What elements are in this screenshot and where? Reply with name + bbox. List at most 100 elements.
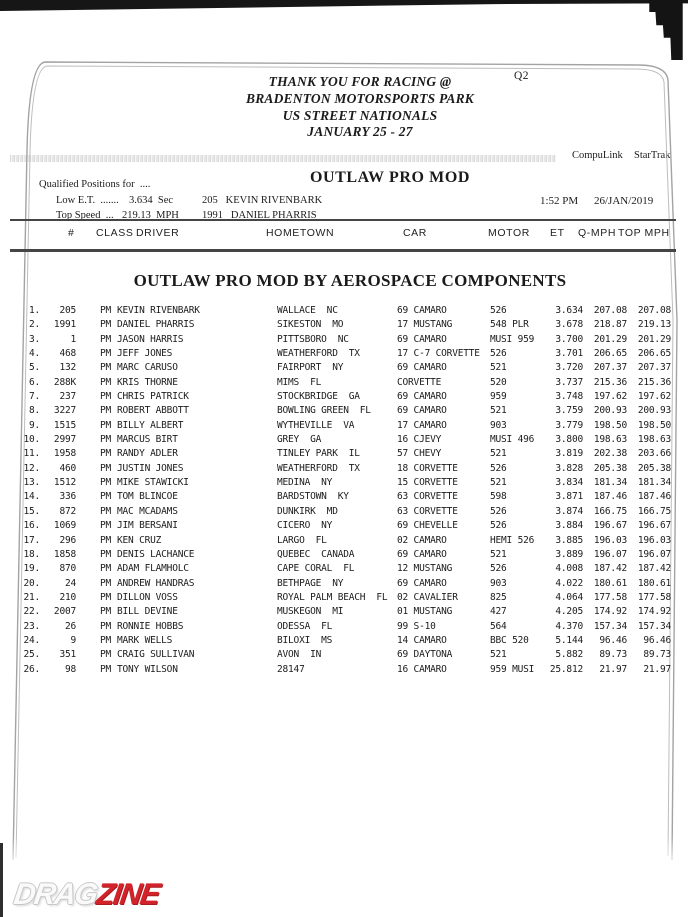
- cell-top: 180.61: [637, 577, 671, 589]
- cell-num: 1512: [53, 477, 76, 489]
- cell-pos: 7.: [28, 391, 40, 403]
- cell-car: 69 CAMARO: [397, 333, 447, 345]
- cell-cls: PM: [100, 362, 112, 374]
- cell-car: 18 CORVETTE: [397, 462, 458, 474]
- cell-qmph: 215.36: [593, 376, 627, 388]
- cell-motor: 521: [490, 477, 507, 489]
- cell-top: 207.37: [637, 362, 671, 374]
- cell-top: 219.13: [637, 319, 671, 331]
- cell-et: 3.678: [555, 319, 583, 331]
- cell-qmph: 96.46: [599, 634, 627, 646]
- cell-pos: 20.: [23, 577, 40, 589]
- cell-cls: PM: [100, 419, 112, 431]
- title-line-1: THANK YOU FOR RACING @: [268, 74, 452, 89]
- cell-num: 1958: [53, 448, 76, 460]
- cell-hometown: CAPE CORAL FL: [277, 563, 355, 575]
- cell-qmph: 200.93: [593, 405, 627, 417]
- col-header-hometown: HOMETOWN: [266, 227, 335, 239]
- timing-system-brand: CompuLink StarTrak: [572, 150, 671, 161]
- table-row: 26. 98 PM TONY WILSON 28147 16 CAMARO 959 MUSI…: [0, 663, 688, 677]
- cell-pos: 17.: [23, 534, 40, 546]
- scan-fade: [0, 836, 688, 884]
- cell-qmph: 177.58: [593, 591, 627, 603]
- cell-cls: PM: [100, 620, 112, 632]
- cell-top: 207.08: [637, 305, 671, 316]
- cell-num: 9: [70, 634, 76, 646]
- cell-qmph: 166.75: [593, 505, 627, 517]
- cell-pos: 8.: [28, 405, 40, 417]
- cell-driver: CRAIG SULLIVAN: [117, 649, 195, 661]
- cell-motor: MUSI 496: [490, 434, 535, 446]
- cell-cls: PM: [100, 563, 112, 575]
- title-line-4: JANUARY 25 - 27: [307, 124, 413, 140]
- cell-pos: 3.: [28, 333, 40, 345]
- col-header-et: ET: [550, 227, 565, 239]
- cell-top: 96.46: [643, 634, 671, 646]
- cell-num: 26: [64, 620, 76, 632]
- cell-qmph: 196.07: [593, 548, 627, 560]
- table-row: 6. 288K PM KRIS THORNE MIMS FL CORVETTE 520 3.7…: [0, 376, 688, 390]
- top-speed-label: Top Speed ...: [56, 210, 114, 221]
- cell-hometown: DUNKIRK MD: [277, 505, 338, 517]
- cell-car: 63 CORVETTE: [397, 491, 458, 503]
- cell-motor: 521: [490, 649, 507, 661]
- session-label: Q2: [514, 70, 530, 82]
- class-title: OUTLAW PRO MOD: [309, 169, 471, 186]
- cell-pos: 4.: [28, 348, 40, 360]
- cell-et: 3.885: [555, 534, 583, 546]
- cell-et: 3.737: [555, 376, 583, 388]
- cell-qmph: 218.87: [593, 319, 627, 331]
- cell-et: 3.889: [555, 548, 583, 560]
- cell-car: 63 CORVETTE: [397, 505, 458, 517]
- table-row: 20. 24 PM ANDREW HANDRAS BETHPAGE NY 69 CAMAR…: [0, 577, 688, 591]
- cell-cls: PM: [100, 491, 112, 503]
- cell-et: 3.828: [555, 462, 583, 474]
- cell-num: 870: [59, 563, 76, 575]
- cell-top: 196.03: [637, 534, 671, 546]
- cell-driver: MARCUS BIRT: [117, 434, 178, 446]
- cell-num: 351: [59, 649, 76, 661]
- table-row: 7. 237 PM CHRIS PATRICK STOCKBRIDGE GA 69 CAM…: [0, 390, 688, 404]
- cell-motor: 598: [490, 491, 507, 503]
- cell-motor: 564: [490, 620, 507, 632]
- cell-driver: CHRIS PATRICK: [117, 391, 189, 403]
- cell-cls: PM: [100, 477, 112, 489]
- results-rows: 1. 205 PM KEVIN RIVENBARK WALLACE NC 69 CAMAR…: [0, 304, 688, 677]
- cell-top: 197.62: [637, 391, 671, 403]
- cell-car: 69 CAMARO: [397, 391, 447, 403]
- cell-motor: 526: [490, 563, 507, 575]
- cell-cls: PM: [100, 348, 112, 360]
- cell-hometown: FAIRPORT NY: [277, 362, 344, 374]
- cell-car: 69 DAYTONA: [397, 649, 453, 661]
- cell-pos: 22.: [23, 606, 40, 618]
- cell-et: 3.720: [555, 362, 583, 374]
- print-time: 1:52 PM: [540, 195, 579, 207]
- cell-qmph: 89.73: [599, 649, 627, 661]
- cell-num: 24: [64, 577, 76, 589]
- cell-top: 196.07: [637, 548, 671, 560]
- cell-top: 89.73: [643, 649, 671, 661]
- cell-car: 15 CORVETTE: [397, 477, 458, 489]
- cell-qmph: 187.42: [593, 563, 627, 575]
- cell-pos: 18.: [23, 548, 40, 560]
- table-row: 2. 1991 PM DANIEL PHARRIS SIKESTON MO 17 MUST…: [0, 318, 688, 332]
- cell-num: 1: [70, 333, 76, 345]
- cell-cls: PM: [100, 577, 112, 589]
- table-row: 18. 1858 PM DENIS LACHANCE QUEBEC CANADA 69 C…: [0, 548, 688, 562]
- cell-et: 3.700: [555, 333, 583, 345]
- table-row: 11. 1958 PM RANDY ADLER TINLEY PARK IL 57 CHE…: [0, 447, 688, 461]
- cell-car: 16 CAMARO: [397, 663, 447, 675]
- cell-hometown: BOWLING GREEN FL: [277, 405, 371, 417]
- cell-cls: PM: [100, 333, 112, 345]
- cell-car: 57 CHEVY: [397, 448, 442, 460]
- table-row: 14. 336 PM TOM BLINCOE BARDSTOWN KY 63 CORVET…: [0, 490, 688, 504]
- cell-top: 21.97: [643, 663, 671, 675]
- cell-qmph: 196.03: [593, 534, 627, 546]
- cell-pos: 5.: [28, 362, 40, 374]
- cell-cls: PM: [100, 305, 112, 316]
- cell-driver: JUSTIN JONES: [117, 462, 184, 474]
- cell-car: 12 MUSTANG: [397, 563, 453, 575]
- cell-top: 187.42: [637, 563, 671, 575]
- cell-num: 2997: [53, 434, 76, 446]
- cell-pos: 25.: [23, 649, 40, 661]
